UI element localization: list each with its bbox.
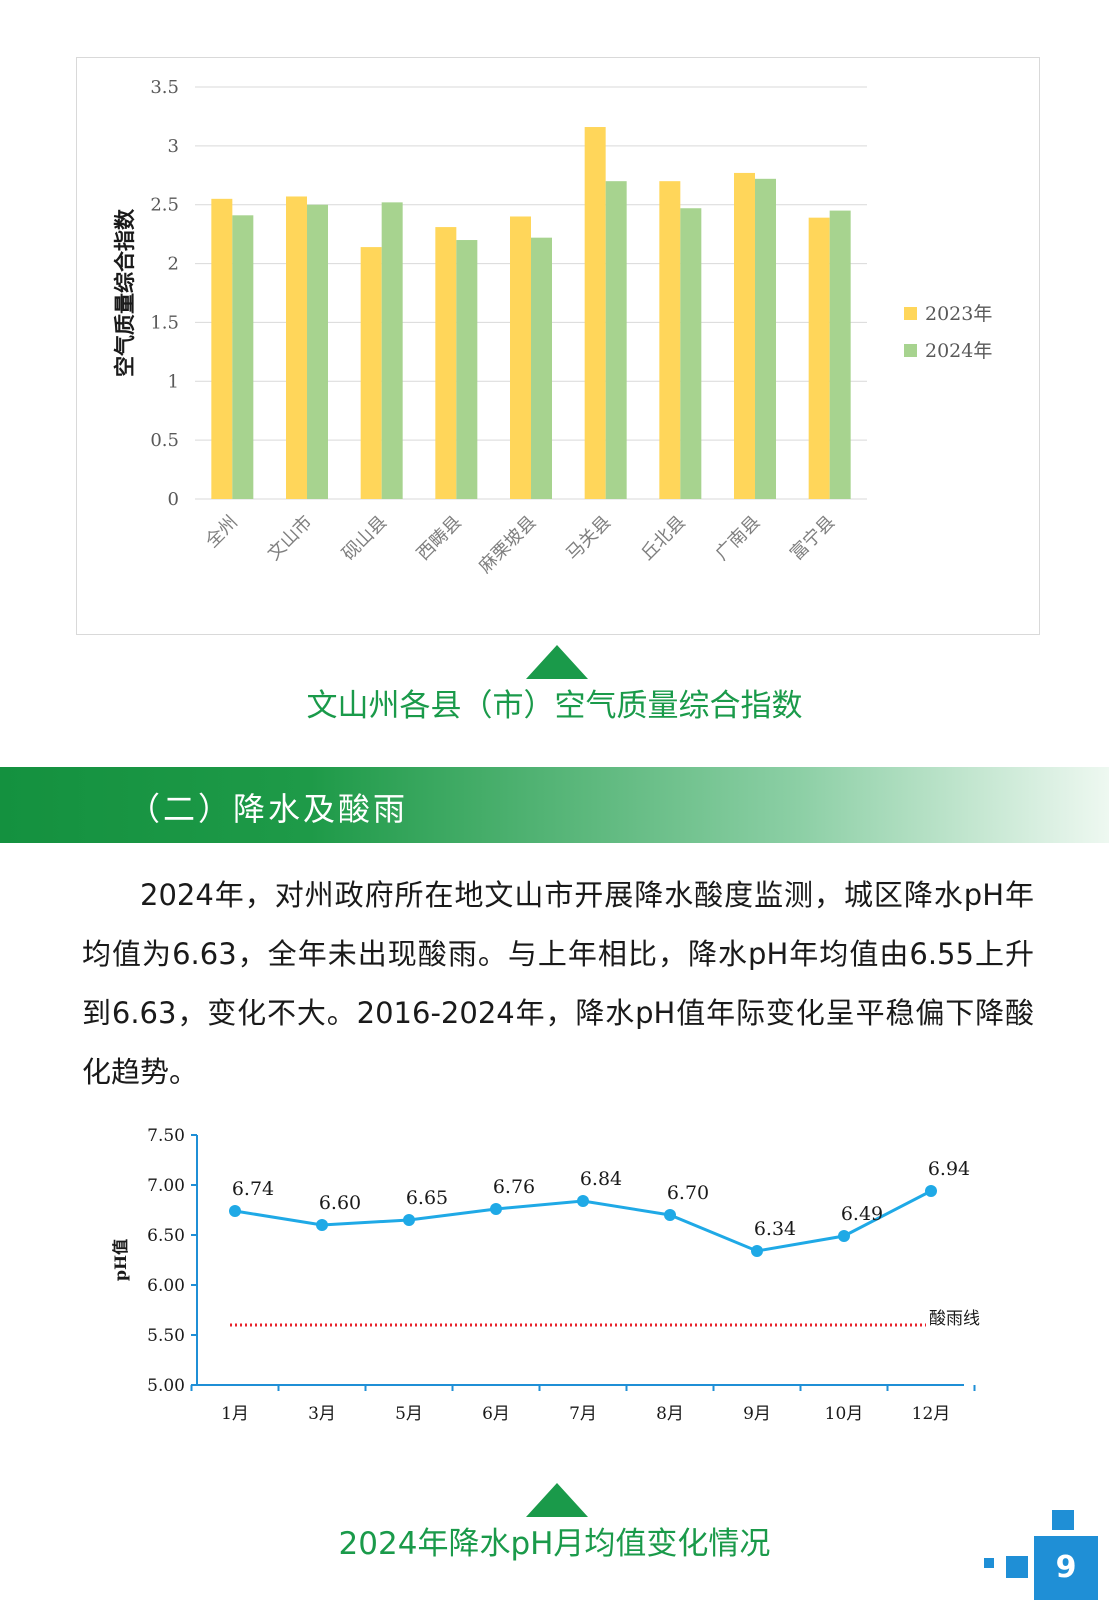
data-label: 6.94	[928, 1158, 970, 1180]
data-point	[403, 1214, 415, 1226]
data-point	[316, 1219, 328, 1231]
data-label: 6.60	[319, 1192, 361, 1214]
x-tick-label: 3月	[308, 1404, 336, 1424]
bar-2024	[307, 204, 328, 499]
page-decoration-square	[1006, 1556, 1028, 1578]
y-tick-label: 6.50	[147, 1226, 185, 1246]
page-number: 9	[1034, 1536, 1098, 1600]
section-header-bar	[0, 767, 1109, 843]
y-tick-label: 6.00	[147, 1276, 185, 1296]
data-point	[925, 1185, 937, 1197]
y-tick-label: 1	[168, 371, 179, 392]
y-tick-label: 7.50	[147, 1126, 185, 1146]
x-tick-label: 5月	[395, 1404, 423, 1424]
x-tick-label: 12月	[912, 1404, 951, 1424]
x-tick-label: 马关县	[562, 512, 615, 565]
y-axis-title: pH值	[111, 1239, 130, 1281]
y-tick-label: 5.00	[147, 1376, 185, 1396]
y-axis-title: 空气质量综合指数	[112, 208, 137, 377]
x-tick-label: 1月	[221, 1404, 249, 1424]
bar-2023	[808, 217, 830, 500]
x-tick-label: 砚山县	[338, 512, 391, 565]
legend-swatch	[904, 307, 917, 320]
x-tick-label: 麻栗坡县	[475, 512, 541, 578]
bar-2024	[605, 181, 627, 499]
y-tick-label: 0	[168, 489, 179, 510]
legend-label: 2024年	[925, 340, 992, 362]
data-point	[229, 1205, 241, 1217]
y-tick-label: 5.50	[147, 1326, 185, 1346]
reference-line-label: 酸雨线	[929, 1309, 980, 1329]
legend-swatch	[904, 344, 917, 357]
data-label: 6.74	[232, 1178, 274, 1200]
data-point	[751, 1245, 763, 1257]
y-tick-label: 1.5	[150, 312, 179, 333]
legend-label: 2023年	[925, 303, 992, 325]
data-label: 6.76	[493, 1176, 535, 1198]
bar-chart: 0 0.5 1 1.5 2 2.5 3 3.5 空气质量综合指数全州 文山市 砚山县 西畴县 麻栗坡县马…	[112, 77, 992, 578]
bar-2023	[435, 227, 457, 499]
bar-2024	[531, 237, 552, 499]
body-paragraph: 2024年，对州政府所在地文山市开展降水酸度监测，城区降水pH年均值为6.63，…	[82, 878, 1034, 1089]
bar-2023	[286, 196, 307, 499]
y-tick-label: 0.5	[150, 430, 179, 451]
x-tick-label: 富宁县	[786, 512, 839, 565]
data-label: 6.84	[580, 1168, 622, 1190]
bar-2023	[734, 172, 755, 499]
bar-2023	[659, 181, 681, 499]
data-point	[664, 1209, 676, 1221]
page-decoration-square	[1052, 1510, 1074, 1530]
line-chart-caption: 2024年降水pH月均值变化情况	[338, 1526, 771, 1562]
bar-2024	[381, 202, 403, 500]
bar-chart-caption: 文山州各县（市）空气质量综合指数	[306, 688, 803, 724]
x-tick-label: 西畴县	[413, 512, 466, 565]
bar-2023	[510, 216, 531, 499]
x-tick-label: 9月	[743, 1404, 771, 1424]
bar-chart-frame: 0 0.5 1 1.5 2 2.5 3 3.5 空气质量综合指数全州 文山市 砚山县 西畴县 麻栗坡县马…	[76, 57, 1040, 635]
y-tick-label: 3.5	[150, 77, 179, 98]
data-label: 6.49	[841, 1203, 883, 1225]
caption-triangle-icon	[526, 645, 588, 679]
bar-2024	[456, 240, 478, 499]
x-tick-label: 丘北县	[637, 512, 690, 565]
x-tick-label: 8月	[656, 1404, 684, 1424]
bar-2024	[680, 208, 702, 499]
y-tick-label: 2	[168, 254, 179, 275]
x-tick-label: 7月	[569, 1404, 597, 1424]
bar-2024	[755, 178, 776, 499]
bar-2024	[232, 215, 254, 499]
bar-2024	[829, 210, 851, 499]
data-label: 6.70	[667, 1182, 709, 1204]
bar-2023	[584, 127, 606, 499]
y-tick-label: 2.5	[150, 195, 179, 216]
caption-triangle-icon	[526, 1483, 588, 1517]
x-tick-label: 全州	[202, 512, 242, 552]
section-title: （二）降水及酸雨	[128, 790, 409, 828]
data-point	[490, 1203, 502, 1215]
bar-2023	[211, 198, 233, 500]
x-tick-label: 10月	[825, 1404, 864, 1424]
data-point	[577, 1195, 589, 1207]
bar-2023	[360, 247, 382, 499]
y-tick-label: 3	[168, 136, 179, 157]
y-tick-label: 7.00	[147, 1176, 185, 1196]
x-tick-label: 6月	[482, 1404, 510, 1424]
data-label: 6.34	[754, 1218, 796, 1240]
data-label: 6.65	[406, 1187, 448, 1209]
data-point	[838, 1230, 850, 1242]
x-tick-label: 广南县	[712, 512, 765, 565]
page-decoration-square	[984, 1558, 994, 1568]
x-tick-label: 文山市	[264, 512, 317, 565]
